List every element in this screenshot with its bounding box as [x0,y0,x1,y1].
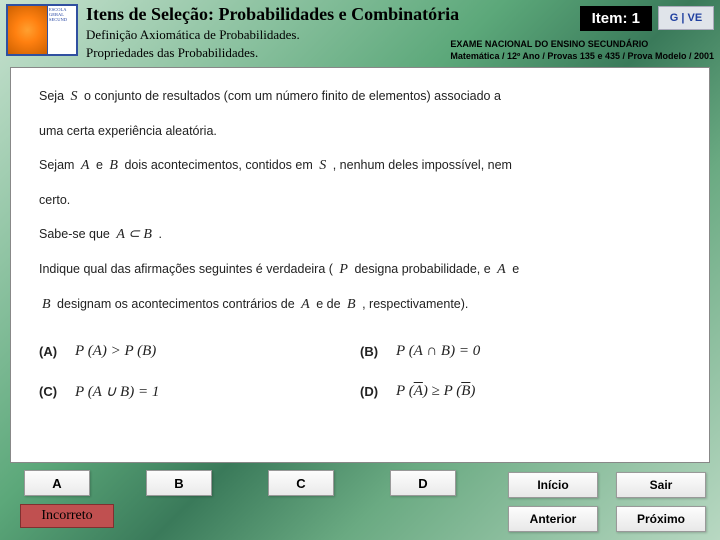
feedback-badge: Incorreto [20,504,114,528]
option-a: (A) P (A) > P (B) [39,343,360,360]
answer-buttons: A B C D [24,470,456,496]
options-row-1: (A) P (A) > P (B) (B) P (A ∩ B) = 0 [39,343,681,360]
page-title: Itens de Seleção: Probabilidades e Combi… [86,4,580,25]
exam-line-1: EXAME NACIONAL DO ENSINO SECUNDÁRIO [450,38,714,50]
nav-buttons: Início Sair Anterior Próximo [508,472,706,532]
inicio-button[interactable]: Início [508,472,598,498]
anterior-button[interactable]: Anterior [508,506,598,532]
item-badge: Item: 1 [580,6,652,31]
sair-button[interactable]: Sair [616,472,706,498]
option-d: (D) P (A) ≥ P (B) [360,382,681,401]
gave-logo: G | VE [658,6,714,30]
answer-a-button[interactable]: A [24,470,90,496]
option-c: (C) P (A ∪ B) = 1 [39,382,360,401]
answer-d-button[interactable]: D [390,470,456,496]
school-logo: ESCOLAGERALSECUND [6,4,78,56]
answer-b-button[interactable]: B [146,470,212,496]
question-content: Seja S o conjunto de resultados (com um … [10,67,710,463]
options-row-2: (C) P (A ∪ B) = 1 (D) P (A) ≥ P (B) [39,382,681,401]
exam-line-2: Matemática / 12º Ano / Provas 135 e 435 … [450,50,714,62]
para-3: Sejam A e B dois acontecimentos, contido… [39,155,681,176]
para-2: uma certa experiência aleatória. [39,121,681,141]
answer-c-button[interactable]: C [268,470,334,496]
para-7: B designam os acontecimentos contrários … [39,294,681,315]
para-1: Seja S o conjunto de resultados (com um … [39,86,681,107]
proximo-button[interactable]: Próximo [616,506,706,532]
para-6: Indique qual das afirmações seguintes é … [39,259,681,280]
para-4: certo. [39,190,681,210]
para-5: Sabe-se que A ⊂ B . [39,224,681,245]
option-b: (B) P (A ∩ B) = 0 [360,343,681,360]
exam-info: EXAME NACIONAL DO ENSINO SECUNDÁRIO Mate… [450,38,714,62]
